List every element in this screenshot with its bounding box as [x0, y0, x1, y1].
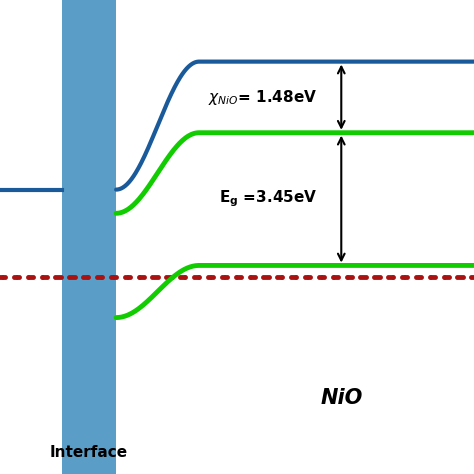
Text: NiO: NiO	[320, 388, 363, 408]
Bar	[62, 0, 116, 474]
Text: Interface: Interface	[50, 445, 128, 460]
Text: $\mathbf{E_g}$ =3.45eV: $\mathbf{E_g}$ =3.45eV	[219, 189, 318, 210]
Text: $\chi_{NiO}$= 1.48eV: $\chi_{NiO}$= 1.48eV	[208, 88, 318, 107]
